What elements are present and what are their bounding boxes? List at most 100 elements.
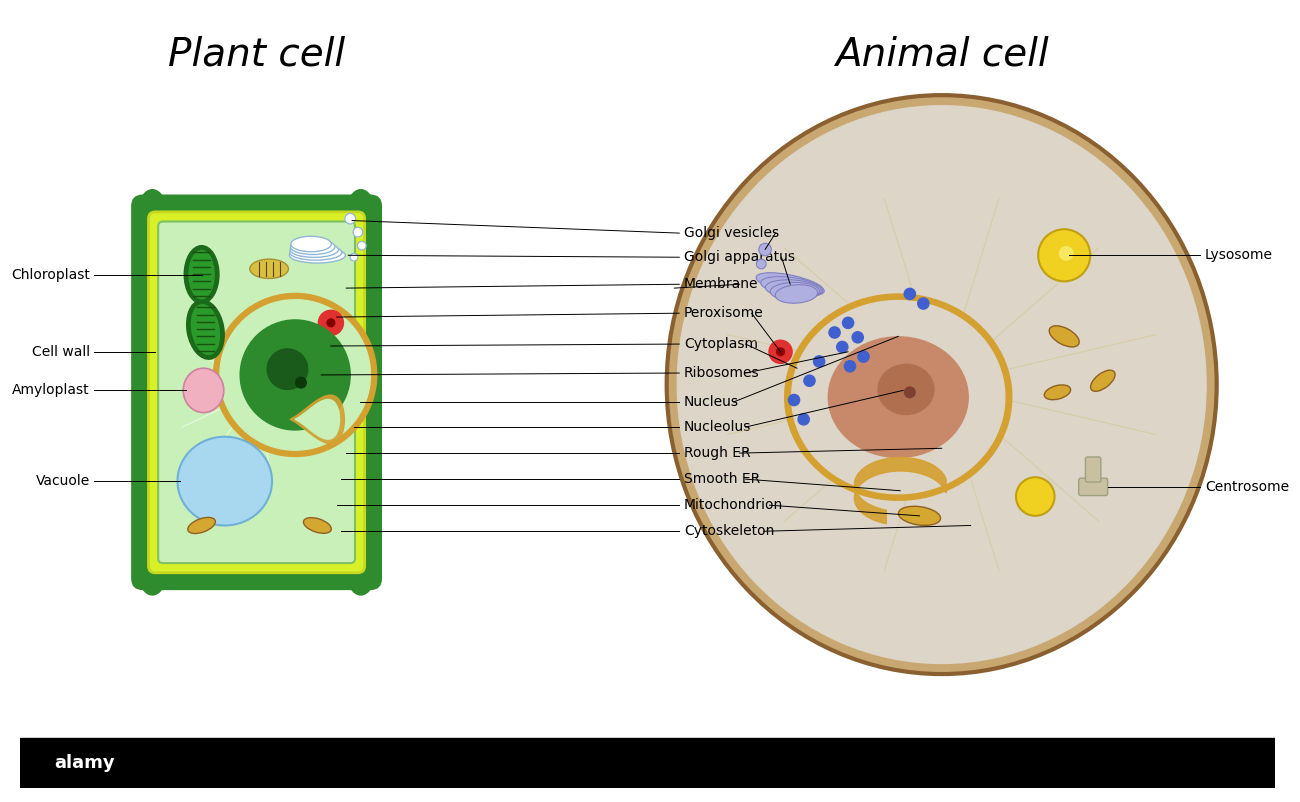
Ellipse shape bbox=[677, 106, 1206, 663]
Text: Vacuole: Vacuole bbox=[35, 474, 90, 488]
Circle shape bbox=[814, 356, 824, 367]
Circle shape bbox=[788, 395, 800, 406]
Text: alamy: alamy bbox=[55, 754, 114, 772]
Text: Lysosome: Lysosome bbox=[1205, 249, 1273, 262]
Ellipse shape bbox=[291, 237, 332, 252]
Circle shape bbox=[757, 259, 766, 269]
Polygon shape bbox=[819, 326, 978, 468]
Circle shape bbox=[318, 310, 343, 335]
Ellipse shape bbox=[771, 282, 819, 301]
Polygon shape bbox=[231, 311, 359, 439]
Polygon shape bbox=[238, 317, 354, 433]
Ellipse shape bbox=[828, 337, 968, 457]
Text: Rough ER: Rough ER bbox=[684, 446, 750, 460]
Ellipse shape bbox=[667, 95, 1217, 674]
Bar bbox=[21, 738, 1274, 788]
Text: Animal cell: Animal cell bbox=[835, 35, 1049, 74]
Text: Smooth ER: Smooth ER bbox=[684, 472, 760, 486]
Polygon shape bbox=[220, 300, 370, 450]
Ellipse shape bbox=[191, 305, 220, 354]
Circle shape bbox=[776, 348, 784, 355]
Polygon shape bbox=[792, 301, 1005, 494]
Ellipse shape bbox=[138, 547, 166, 595]
Polygon shape bbox=[213, 294, 377, 456]
Text: Ribosomes: Ribosomes bbox=[684, 366, 759, 380]
Ellipse shape bbox=[1091, 371, 1115, 391]
Circle shape bbox=[268, 349, 308, 390]
Ellipse shape bbox=[290, 242, 338, 257]
Ellipse shape bbox=[250, 259, 289, 278]
Circle shape bbox=[328, 319, 334, 326]
Circle shape bbox=[798, 414, 810, 425]
Polygon shape bbox=[812, 320, 984, 475]
Polygon shape bbox=[801, 310, 996, 485]
Polygon shape bbox=[803, 311, 993, 483]
Ellipse shape bbox=[303, 517, 332, 533]
Text: Plant cell: Plant cell bbox=[168, 35, 344, 74]
Text: Nucleolus: Nucleolus bbox=[684, 420, 751, 434]
Polygon shape bbox=[785, 294, 1011, 500]
Text: Cytoskeleton: Cytoskeleton bbox=[684, 525, 775, 538]
Ellipse shape bbox=[187, 517, 216, 533]
Circle shape bbox=[1017, 477, 1054, 516]
FancyBboxPatch shape bbox=[159, 221, 355, 563]
Circle shape bbox=[240, 320, 350, 430]
Circle shape bbox=[273, 358, 281, 365]
Text: Cytoplasm: Cytoplasm bbox=[684, 337, 758, 351]
Ellipse shape bbox=[178, 437, 272, 525]
Circle shape bbox=[354, 227, 363, 237]
Ellipse shape bbox=[757, 273, 824, 296]
Text: Mitochondrion: Mitochondrion bbox=[684, 498, 784, 512]
Circle shape bbox=[350, 253, 358, 261]
Polygon shape bbox=[810, 318, 987, 476]
Polygon shape bbox=[794, 302, 1002, 492]
Circle shape bbox=[837, 342, 848, 353]
FancyBboxPatch shape bbox=[148, 212, 365, 573]
Circle shape bbox=[280, 333, 286, 340]
Text: Chloroplast: Chloroplast bbox=[10, 268, 90, 282]
Text: Nucleus: Nucleus bbox=[684, 395, 738, 409]
Circle shape bbox=[852, 332, 863, 343]
Ellipse shape bbox=[290, 245, 342, 260]
Circle shape bbox=[358, 241, 367, 250]
Ellipse shape bbox=[187, 300, 224, 359]
FancyBboxPatch shape bbox=[1086, 457, 1101, 482]
Text: Centrosome: Centrosome bbox=[1205, 480, 1290, 494]
Polygon shape bbox=[229, 309, 361, 442]
FancyBboxPatch shape bbox=[131, 195, 382, 590]
Text: Membrane: Membrane bbox=[684, 277, 758, 291]
Ellipse shape bbox=[138, 190, 166, 238]
Circle shape bbox=[905, 387, 915, 398]
Circle shape bbox=[294, 363, 300, 370]
Text: Peroxisome: Peroxisome bbox=[684, 306, 764, 320]
Circle shape bbox=[905, 288, 915, 299]
Circle shape bbox=[1039, 229, 1091, 282]
Circle shape bbox=[770, 340, 792, 363]
Circle shape bbox=[918, 298, 930, 309]
Ellipse shape bbox=[290, 248, 346, 263]
Circle shape bbox=[829, 327, 840, 338]
Ellipse shape bbox=[766, 280, 822, 298]
Ellipse shape bbox=[290, 239, 335, 254]
Circle shape bbox=[842, 318, 854, 329]
Ellipse shape bbox=[775, 285, 818, 303]
Ellipse shape bbox=[760, 277, 823, 297]
Ellipse shape bbox=[183, 368, 224, 412]
Polygon shape bbox=[222, 302, 368, 448]
Ellipse shape bbox=[346, 547, 376, 595]
Circle shape bbox=[858, 351, 870, 363]
Circle shape bbox=[295, 378, 307, 388]
Circle shape bbox=[759, 243, 771, 256]
Ellipse shape bbox=[185, 245, 218, 303]
Ellipse shape bbox=[188, 250, 215, 298]
Text: Amyloplast: Amyloplast bbox=[12, 383, 90, 397]
Text: Cell wall: Cell wall bbox=[31, 345, 90, 358]
FancyBboxPatch shape bbox=[1079, 478, 1108, 496]
Text: Golgi apparatus: Golgi apparatus bbox=[684, 250, 796, 264]
Circle shape bbox=[803, 375, 815, 387]
Circle shape bbox=[289, 348, 296, 355]
Ellipse shape bbox=[878, 364, 933, 415]
Ellipse shape bbox=[346, 190, 376, 238]
Polygon shape bbox=[290, 395, 344, 444]
Text: Golgi vesicles: Golgi vesicles bbox=[684, 226, 779, 240]
